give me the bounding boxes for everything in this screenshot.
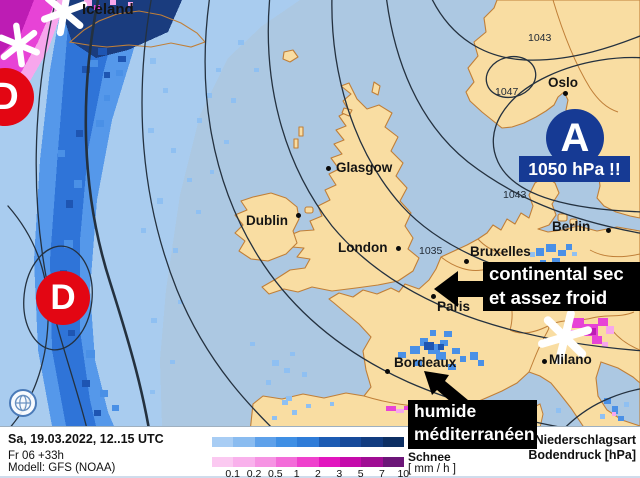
land-great-britain [261,82,420,295]
city-dot-glasgow [326,166,331,171]
footer-pressure-label: Bodendruck [hPa] [528,448,636,462]
island-hebrides-1 [298,126,304,137]
annotation-continental-line1: continental sec [489,263,624,284]
city-dot-bruxelles [464,259,469,264]
legend-tick: 0.5 [268,468,283,478]
arrow-continental [434,271,486,307]
legend-rain-colorbar [212,437,404,447]
legend-color-step [339,457,362,467]
annotation-humide-line1: humide [414,401,477,421]
island-denmark-1 [557,213,568,222]
site-logo [9,389,37,417]
island-hebrides-2 [293,138,299,149]
legend-color-step [318,437,340,447]
map-label-milano: Milano [549,352,592,367]
map-label-oslo: Oslo [548,75,579,90]
legend-color-step [254,437,276,447]
map-label-berlin: Berlin [552,219,591,234]
map-label-dublin: Dublin [246,213,288,228]
legend-color-step [339,437,362,447]
legend-tick: 10 [397,468,410,478]
city-dot-paris [431,294,436,299]
city-dot-berlin [606,228,611,233]
footer-model: Modell: GFS (NOAA) [8,462,116,474]
legend-color-step [297,437,319,447]
legend-color-step [382,437,404,447]
isobar-label-1035: 1035 [419,245,443,257]
legend-color-step [212,437,234,447]
annotation-continental-line2: et assez froid [489,287,608,308]
legend-tick: 3 [336,468,343,478]
legend-tick: 0.2 [246,468,262,478]
island-man [304,206,314,214]
sea-adriatic [595,361,640,426]
city-dot-milano [542,359,547,364]
legend-color-step [275,457,298,467]
map-label-bordeaux: Bordeaux [394,355,457,370]
isobar-label-1043-mid: 1043 [503,189,527,201]
footer-run: Fr 06 +33h [8,450,64,462]
isobar-label-1047: 1047 [495,86,519,98]
footer-datetime: Sa, 19.03.2022, 12..15 UTC [8,432,164,446]
map-label-london: London [338,240,388,255]
legend-snow-label: Schnee [408,450,451,464]
legend-color-step [382,457,404,467]
island-shetland [371,81,381,96]
legend-color-step [361,457,383,467]
legend-snow-colorbar [212,457,404,467]
map-label-glasgow: Glasgow [336,160,393,175]
annotation-continental: continental sec et assez froid [483,262,640,311]
low-pressure-letter: D [0,75,19,118]
island-faroe [282,49,299,63]
island-denmark-2 [569,218,578,226]
legend-tick: 5 [357,468,364,478]
city-dot-dublin [296,213,301,218]
footer-bar: Sa, 19.03.2022, 12..15 UTC Fr 06 +33h Mo… [0,426,640,478]
high-pressure-letter: A [560,115,590,160]
coastline-iceland [68,10,206,48]
legend-color-step [361,437,383,447]
map-label-iceland: Iceland [82,1,134,18]
legend-tick: 2 [315,468,321,478]
legend-tick: 1 [293,468,300,478]
map-label-bruxelles: Bruxelles [470,244,531,259]
map-label-paris: Paris [437,299,471,314]
isobar-label-1043-top: 1043 [528,32,552,44]
legend-tick: 7 [379,468,385,478]
legend-tick: 0.1 [225,468,240,478]
footer-precip-type-label: Niederschlagsart [534,433,636,447]
high-pressure-value-badge: 1050 hPa !! [519,156,630,182]
annotation-humide: humide méditerranéen [408,400,537,449]
legend-tick-labels: 0.1 0.2 0.5 1 2 3 5 7 10 [222,468,424,478]
legend-color-step [233,437,255,447]
legend-unit-label: [ mm / h ] [408,463,456,475]
legend-color-step [233,457,255,467]
city-dot-oslo [563,91,568,96]
legend-color-step [254,457,276,467]
legend-color-step [318,457,340,467]
legend-color-step [212,457,234,467]
city-dot-bordeaux [385,369,390,374]
city-dot-london [396,246,401,251]
annotation-humide-line2: méditerranéen [414,424,535,444]
legend-color-step [297,457,319,467]
legend-color-step [275,437,298,447]
low-pressure-symbol-atlantic: D [36,271,90,325]
low-pressure-letter: D [50,278,76,317]
